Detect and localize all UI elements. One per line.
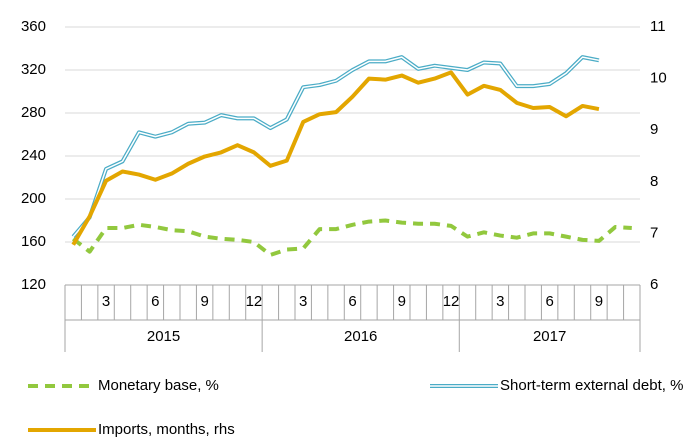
x-tick-label: 9	[595, 293, 603, 310]
series-line	[71, 70, 600, 246]
y2-tick-label: 10	[650, 70, 667, 87]
x-tick-label: 3	[102, 293, 110, 310]
x-group-label: 2016	[344, 328, 377, 345]
y-tick-label: 360	[21, 18, 46, 35]
series-line	[71, 218, 632, 257]
y-tick-label: 240	[21, 147, 46, 164]
x-tick-label: 3	[299, 293, 307, 310]
x-tick-label: 3	[496, 293, 504, 310]
series-line	[71, 55, 600, 238]
legend-label: Short-term external debt, %	[500, 377, 683, 394]
y2-tick-label: 11	[650, 18, 666, 35]
x-tick-label: 12	[246, 293, 263, 310]
y2-tick-label: 8	[650, 173, 658, 190]
x-tick-label: 12	[443, 293, 460, 310]
series-line-inner	[72, 56, 600, 238]
legend-label: Imports, months, rhs	[98, 421, 235, 438]
x-tick-label: 6	[151, 293, 159, 310]
y-tick-label: 280	[21, 104, 46, 121]
y2-tick-label: 6	[650, 276, 658, 293]
y-tick-label: 200	[21, 190, 46, 207]
x-tick-label: 6	[348, 293, 356, 310]
x-tick-label: 9	[200, 293, 208, 310]
y-tick-label: 320	[21, 61, 46, 78]
x-tick-label: 9	[398, 293, 406, 310]
x-group-label: 2017	[533, 328, 566, 345]
x-tick-label: 6	[545, 293, 553, 310]
y2-tick-label: 7	[650, 224, 658, 241]
y2-tick-label: 9	[650, 121, 658, 138]
legend-label: Monetary base, %	[98, 377, 219, 394]
y-tick-label: 120	[21, 276, 46, 293]
y-tick-label: 160	[21, 233, 46, 250]
x-group-label: 2015	[147, 328, 180, 345]
